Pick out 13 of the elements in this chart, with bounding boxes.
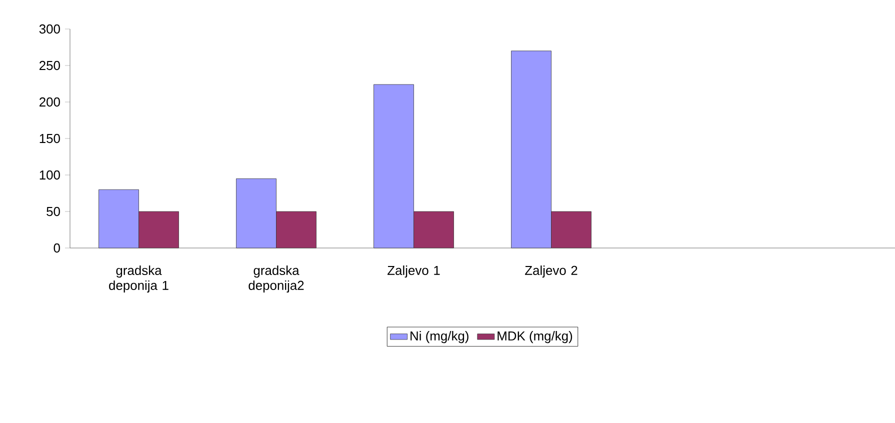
y-tick-label: 50 [46,206,60,216]
y-tick-label: 200 [40,97,60,107]
legend-label: Ni (mg/kg) [410,331,468,344]
x-tick-label: gradska deponija 1 [109,266,168,293]
x-tick-label: Zaljevo 1 [388,266,440,278]
y-tick-label: 250 [40,60,60,70]
x-tick-label: Zaljevo 2 [525,266,578,278]
y-tick-label: 300 [39,24,60,34]
y-tick-label: 150 [40,134,60,144]
y-tick-label: 100 [40,170,60,180]
x-tick-label: gradska deponija2 [248,266,304,293]
legend-label: MDK (mg/kg) [498,331,572,344]
y-tick-label: 0 [54,243,60,253]
